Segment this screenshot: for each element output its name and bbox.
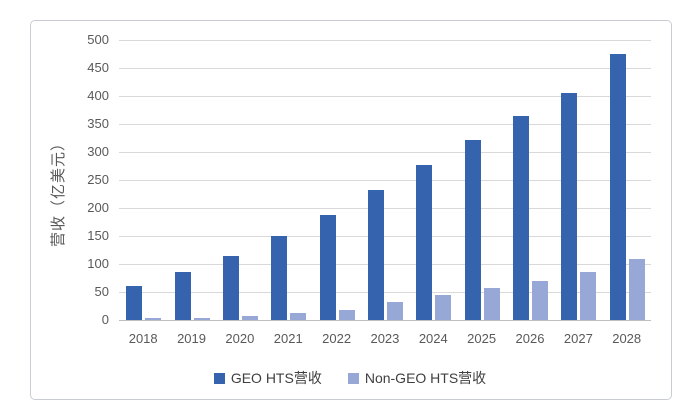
legend-label-geo-hts: GEO HTS营收	[230, 370, 322, 386]
gridline	[119, 68, 651, 69]
y-axis-tick-label: 100	[87, 256, 109, 271]
x-axis-tick-label: 2025	[467, 331, 497, 346]
bar-non-geo-hts	[435, 294, 452, 320]
bar-geo-hts	[367, 190, 384, 320]
legend-label-non-geo-hts: Non-GEO HTS营收	[364, 370, 487, 386]
bar-non-geo-hts	[628, 258, 645, 320]
y-axis-tick-label: 450	[87, 60, 109, 75]
x-axis-tick-label: 2021	[273, 331, 303, 346]
bar-non-geo-hts	[580, 271, 597, 320]
y-axis-tick-label: 400	[87, 88, 109, 103]
x-axis-tick-label: 2022	[322, 331, 352, 346]
bar-non-geo-hts	[145, 318, 162, 320]
legend: GEO HTS营收 Non-GEO HTS营收	[30, 368, 670, 388]
legend-swatch-non-geo-hts	[347, 372, 359, 384]
bar-geo-hts	[561, 93, 578, 320]
legend-item-geo-hts: GEO HTS营收	[213, 368, 322, 388]
gridline	[119, 96, 651, 97]
y-axis-tick-label: 200	[87, 200, 109, 215]
x-axis-tick-label: 2020	[225, 331, 255, 346]
bar-geo-hts	[609, 54, 626, 320]
bar-non-geo-hts	[386, 301, 403, 320]
gridline	[119, 180, 651, 181]
y-axis-tick-label: 350	[87, 116, 109, 131]
x-axis-line	[119, 320, 651, 321]
x-axis-tick-label: 2026	[515, 331, 545, 346]
gridline	[119, 236, 651, 237]
bar-non-geo-hts	[338, 309, 355, 320]
x-axis-tick-label: 2019	[177, 331, 206, 346]
bar-geo-hts	[271, 236, 288, 320]
bar-non-geo-hts	[532, 280, 548, 320]
y-axis-tick-label: 0	[101, 312, 109, 327]
x-axis-tick-label: 2028	[612, 331, 642, 346]
gridline	[119, 264, 651, 265]
gridline	[119, 124, 651, 125]
x-axis-tick-label: 2018	[128, 331, 158, 346]
x-axis-tick-label: 2023	[370, 331, 400, 346]
bar-geo-hts	[464, 140, 481, 320]
gridline	[119, 40, 651, 41]
legend-swatch-geo-hts	[213, 372, 225, 384]
legend-item-non-geo-hts: Non-GEO HTS营收	[347, 368, 487, 388]
bar-geo-hts	[174, 272, 191, 320]
gridline	[119, 152, 651, 153]
gridline	[119, 208, 651, 209]
bar-non-geo-hts	[483, 288, 500, 320]
bar-non-geo-hts	[193, 317, 210, 320]
bar-geo-hts	[513, 115, 529, 320]
x-axis-tick-label: 2024	[418, 331, 448, 346]
y-axis-tick-label: 150	[87, 228, 109, 243]
y-axis-tick-label: 50	[94, 284, 109, 299]
bar-non-geo-hts	[290, 312, 307, 320]
gridline	[119, 292, 651, 293]
bar-geo-hts	[319, 214, 336, 320]
y-axis-tick-label: 500	[87, 32, 109, 47]
y-axis-tick-label: 250	[87, 172, 109, 187]
bar-geo-hts	[416, 164, 433, 320]
bar-geo-hts	[126, 285, 143, 320]
bar-non-geo-hts	[241, 316, 258, 320]
x-axis-tick-label: 2027	[563, 331, 593, 346]
bar-geo-hts	[222, 255, 239, 320]
y-axis-tick-label: 300	[87, 144, 109, 159]
